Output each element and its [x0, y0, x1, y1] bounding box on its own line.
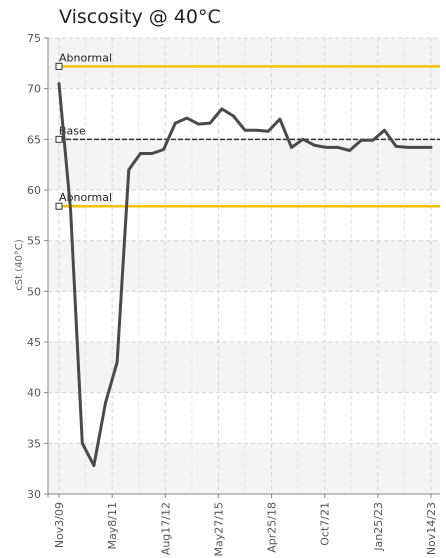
data-point [208, 121, 212, 125]
data-point [267, 130, 270, 133]
data-point [69, 209, 72, 212]
y-tick-label: 75 [27, 32, 41, 45]
grid-lines [48, 37, 440, 494]
data-point [197, 122, 200, 126]
y-tick-labels: 30 35 40 45 50 55 60 65 70 75 [27, 32, 48, 501]
x-tick-labels: Nov3/09 May8/11 Aug17/12 May27/15 Apr25/18 Oc… [53, 494, 438, 556]
data-point [360, 139, 363, 142]
reference-line-label: Abnormal [59, 191, 112, 204]
reference-lines: Abnormal Base Abnormal [55, 51, 440, 210]
y-tick-label: 55 [27, 235, 41, 248]
data-point [174, 121, 177, 125]
reference-line-marker [55, 62, 63, 70]
data-point [150, 152, 154, 155]
data-point [81, 442, 84, 445]
reference-line-marker [55, 135, 63, 143]
data-point [290, 146, 293, 149]
axes [47, 38, 440, 497]
data-point [313, 144, 316, 147]
y-tick-label: 50 [27, 285, 41, 298]
chart-title: Viscosity @ 40°C [59, 6, 221, 28]
grid-band [48, 342, 440, 393]
data-point [278, 117, 282, 121]
y-tick-label: 65 [27, 133, 41, 146]
data-point [383, 129, 386, 132]
reference-line-label: Base [59, 124, 86, 137]
data-point [162, 148, 165, 151]
x-tick-label: Nov14/23 [425, 502, 438, 555]
data-point [406, 146, 409, 149]
data-point [104, 401, 107, 404]
x-tick-label: Nov3/09 [53, 502, 66, 548]
data-point [232, 114, 235, 118]
reference-line-label: Abnormal [59, 51, 112, 64]
x-tick-label: Aug17/12 [159, 502, 172, 555]
data-point [418, 146, 421, 149]
grid-band [48, 240, 440, 292]
y-tick-label: 70 [27, 83, 41, 96]
data-point [371, 139, 375, 142]
data-point [301, 138, 305, 141]
series [57, 82, 433, 468]
data-point [220, 107, 223, 111]
data-point [243, 129, 247, 132]
data-point [115, 361, 119, 364]
x-tick-label: Apr25/18 [266, 502, 279, 553]
data-point [429, 146, 433, 149]
data-point [336, 146, 340, 149]
x-tick-label: Oct7/21 [319, 502, 332, 546]
y-axis-label: cSt (40°C) [14, 239, 25, 291]
y-tick-label: 40 [27, 387, 41, 400]
data-point [255, 129, 258, 132]
x-tick-label: May27/15 [212, 502, 225, 556]
y-tick-label: 60 [27, 184, 41, 197]
data-point [185, 116, 189, 120]
data-point [139, 152, 142, 155]
data-point [92, 464, 96, 467]
x-tick-label: Jan25/23 [372, 502, 385, 552]
data-point [325, 146, 328, 149]
data-point [127, 168, 130, 171]
data-point [348, 149, 351, 152]
grid-band [48, 139, 440, 190]
x-tick-label: May8/11 [106, 502, 119, 549]
data-point [394, 145, 398, 148]
reference-line-marker [55, 202, 63, 210]
grid-band [48, 38, 440, 89]
data-point [57, 82, 61, 85]
grid-band [48, 443, 440, 494]
y-tick-label: 45 [27, 336, 41, 349]
y-tick-label: 35 [27, 437, 41, 450]
y-tick-label: 30 [27, 488, 41, 501]
plot-bands [48, 38, 440, 494]
